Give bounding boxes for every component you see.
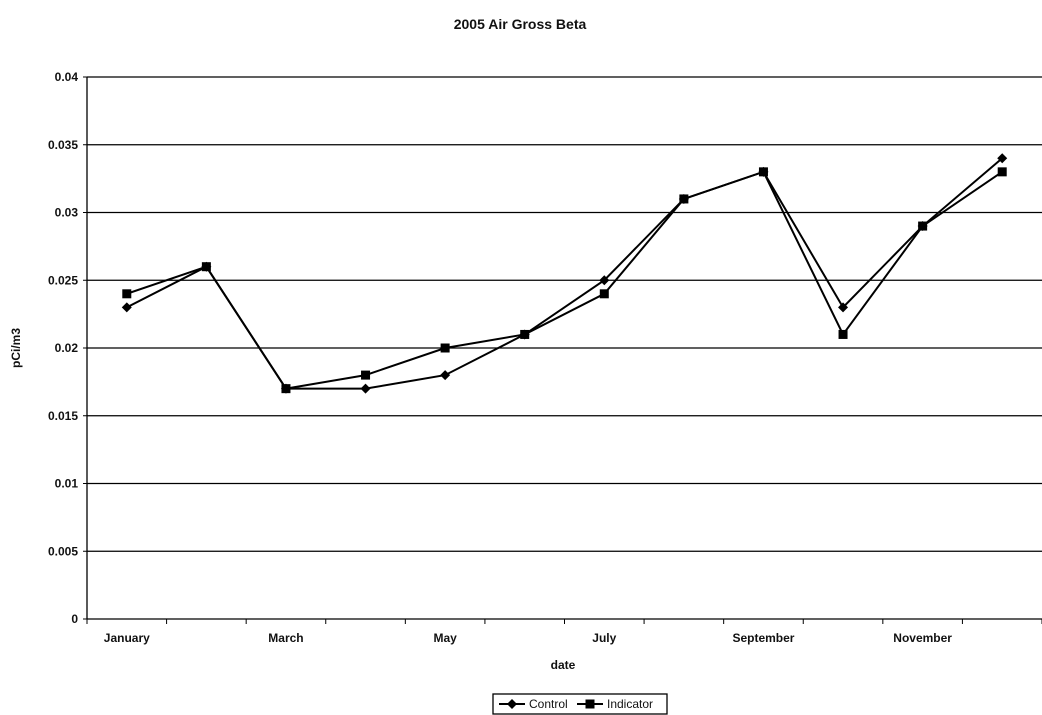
x-tick-label: January (104, 631, 150, 645)
series-control (121, 153, 1008, 394)
diamond-point (599, 275, 610, 286)
square-point (361, 370, 371, 380)
y-tick-label: 0.04 (55, 70, 79, 84)
legend: Control Indicator (492, 693, 668, 715)
diamond-point (440, 370, 451, 381)
square-point (440, 343, 450, 353)
x-tick-labels: January March May July September November (104, 631, 953, 645)
diamond-point (121, 302, 132, 313)
y-tick-label: 0.01 (55, 477, 79, 491)
square-point (122, 289, 132, 299)
x-tick-label: November (893, 631, 952, 645)
y-tick-label: 0.03 (55, 206, 79, 220)
square-point (997, 167, 1007, 177)
square-point (758, 167, 768, 177)
x-tick-label: May (433, 631, 457, 645)
legend-label: Indicator (607, 697, 653, 711)
y-tick-label: 0.02 (55, 341, 79, 355)
square-point (679, 194, 689, 204)
legend-label: Control (529, 697, 568, 711)
y-tick-label: 0.005 (48, 544, 78, 558)
series-indicator (122, 167, 1007, 394)
y-tick-labels: 0 0.005 0.01 0.015 0.02 0.025 0.03 0.035 0.04 (48, 70, 78, 626)
square-point (201, 262, 211, 272)
y-tick-label: 0 (71, 612, 78, 626)
square-point (520, 329, 530, 339)
series-line (126, 170, 1003, 390)
diamond-point (838, 302, 849, 313)
diamond-point (360, 383, 371, 394)
square-point (918, 221, 928, 231)
diamond-point (997, 153, 1008, 164)
square-point (838, 329, 848, 339)
square-point (599, 289, 609, 299)
x-axis-label: date (551, 658, 576, 672)
series-line (126, 157, 1003, 390)
gridlines (83, 76, 1042, 620)
data-series (121, 153, 1008, 394)
y-tick-label: 0.035 (48, 138, 78, 152)
axes (86, 77, 1042, 624)
x-tick-label: July (592, 631, 616, 645)
legend-marker (585, 699, 595, 709)
y-tick-label: 0.025 (48, 273, 78, 287)
x-tick-label: September (732, 631, 794, 645)
square-point (281, 384, 291, 394)
legend-marker (507, 699, 517, 709)
x-tick-label: March (268, 631, 303, 645)
chart-title: 2005 Air Gross Beta (454, 16, 587, 32)
y-axis-label: pCi/m3 (9, 328, 23, 368)
y-tick-label: 0.015 (48, 409, 78, 423)
